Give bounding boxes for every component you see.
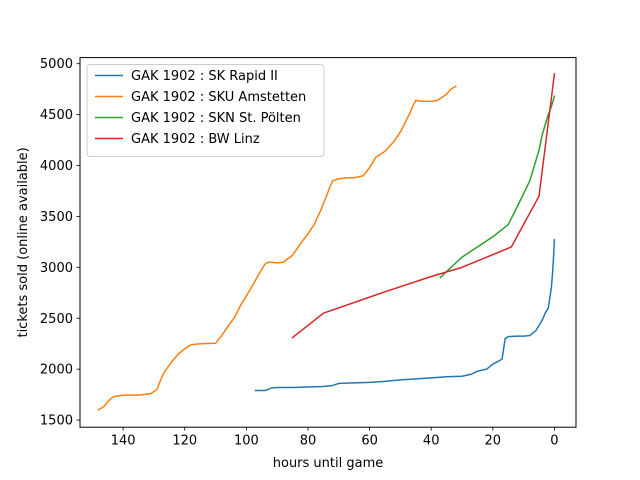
legend-label-3: GAK 1902 : SKN St. Pölten: [131, 111, 301, 126]
series-line-3: [439, 95, 556, 279]
legend-label-4: GAK 1902 : BW Linz: [131, 132, 260, 147]
y-tick-label: 1500: [40, 414, 73, 429]
series-line-1: [254, 239, 556, 392]
x-tick-label: 0: [550, 434, 558, 449]
legend: GAK 1902 : SK Rapid II GAK 1902 : SKU Ams…: [86, 64, 325, 157]
y-tick-label: 4500: [40, 108, 73, 123]
y-tick-label: 4000: [40, 159, 73, 174]
y-tick-label: 2000: [40, 363, 73, 378]
x-tick-label: 20: [485, 434, 502, 449]
legend-box: [86, 64, 325, 157]
legend-label-1: GAK 1902 : SK Rapid II: [131, 69, 278, 84]
x-axis-label: hours until game: [273, 456, 384, 471]
axes-frame: [79, 57, 577, 428]
x-tick-label: 80: [300, 434, 317, 449]
y-tick-label: 5000: [40, 57, 73, 72]
y-axis: 1500 2000 2500 3000 3500 4000 4500 5000: [40, 57, 80, 429]
x-tick-label: 60: [361, 434, 378, 449]
y-tick-label: 2500: [40, 312, 73, 327]
legend-label-2: GAK 1902 : SKU Amstetten: [131, 90, 306, 105]
x-axis: 140 120 100 80 60 40 20 0: [111, 427, 559, 449]
series-line-4: [291, 73, 556, 339]
series-line-2: [97, 85, 457, 411]
y-tick-label: 3000: [40, 261, 73, 276]
y-tick-label: 3500: [40, 210, 73, 225]
x-tick-label: 100: [234, 434, 259, 449]
y-axis-label: tickets sold (online available): [16, 147, 31, 337]
x-tick-label: 140: [111, 434, 136, 449]
plot-lines: [97, 73, 556, 411]
x-tick-label: 40: [423, 434, 440, 449]
x-tick-label: 120: [172, 434, 197, 449]
